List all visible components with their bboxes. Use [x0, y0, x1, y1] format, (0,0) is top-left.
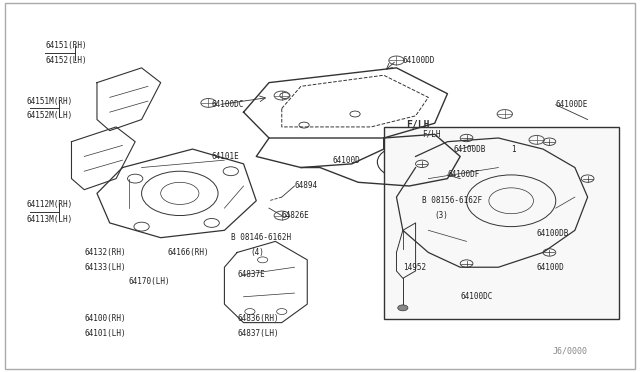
Text: 64100(RH): 64100(RH)	[84, 314, 126, 323]
Text: 64826E: 64826E	[282, 211, 310, 220]
Text: 64151(RH): 64151(RH)	[46, 41, 88, 50]
Text: 64101(LH): 64101(LH)	[84, 329, 126, 338]
Text: 64100D: 64100D	[537, 263, 564, 272]
Text: 14952: 14952	[403, 263, 426, 272]
Text: 64166(RH): 64166(RH)	[167, 248, 209, 257]
Text: 64837(LH): 64837(LH)	[237, 329, 279, 338]
Text: 64100DF: 64100DF	[447, 170, 480, 179]
Text: 64113M(LH): 64113M(LH)	[27, 215, 73, 224]
Text: 64100DE: 64100DE	[556, 100, 588, 109]
Text: 64132(RH): 64132(RH)	[84, 248, 126, 257]
Text: 64836(RH): 64836(RH)	[237, 314, 279, 323]
Text: F/LH: F/LH	[406, 120, 429, 130]
Text: 64100DB: 64100DB	[454, 145, 486, 154]
Text: F/LH: F/LH	[422, 130, 440, 139]
Text: (3): (3)	[435, 211, 449, 220]
Text: 64100D: 64100D	[333, 155, 360, 165]
Text: B 08156-6162F: B 08156-6162F	[422, 196, 482, 205]
Text: 64837E: 64837E	[237, 270, 265, 279]
Circle shape	[397, 305, 408, 311]
Text: 64152(LH): 64152(LH)	[46, 56, 88, 65]
Text: 64100DB: 64100DB	[537, 230, 569, 238]
Text: 64170(LH): 64170(LH)	[129, 278, 170, 286]
Text: B 08146-6162H: B 08146-6162H	[231, 233, 291, 242]
Text: 64894: 64894	[294, 182, 317, 190]
Text: 64151M(RH): 64151M(RH)	[27, 97, 73, 106]
Text: 64100DC: 64100DC	[212, 100, 244, 109]
Text: 64133(LH): 64133(LH)	[84, 263, 126, 272]
Text: 64152M(LH): 64152M(LH)	[27, 111, 73, 121]
Text: 64100DD: 64100DD	[403, 56, 435, 65]
Text: 1: 1	[511, 145, 516, 154]
Text: 64101E: 64101E	[212, 152, 239, 161]
Text: 64112M(RH): 64112M(RH)	[27, 200, 73, 209]
Text: 64100DC: 64100DC	[460, 292, 493, 301]
FancyBboxPatch shape	[384, 127, 620, 319]
Text: J6/0000: J6/0000	[552, 347, 588, 356]
Text: (4): (4)	[250, 248, 264, 257]
